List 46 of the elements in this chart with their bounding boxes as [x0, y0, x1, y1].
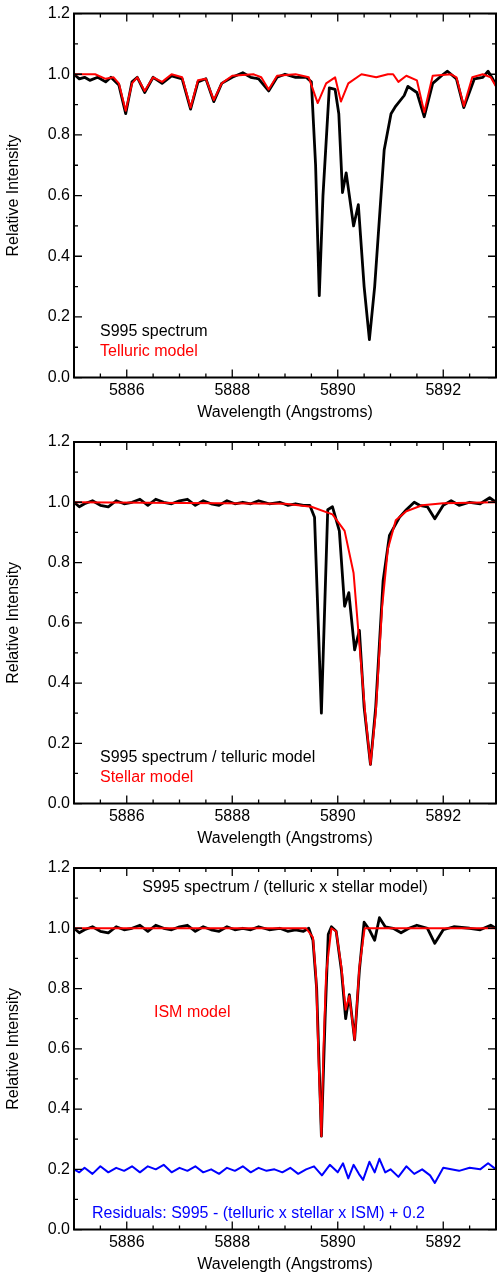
y-tick-label: 0.4 [47, 673, 71, 691]
series-label: Residuals: S995 - (telluric x stellar x ISM) + 0.2 [92, 1204, 426, 1222]
legend-label: S995 spectrum / (telluric x stellar model) [142, 878, 428, 896]
y-axis-title: Relative Intensity [4, 134, 22, 257]
x-tick-label: 5888 [214, 1232, 251, 1250]
text: S995 spectrum [100, 322, 208, 340]
y-tick-label: 1.2 [47, 858, 71, 876]
text: ISM model [154, 1003, 231, 1021]
x-tick-label: 5886 [108, 380, 145, 398]
x-tick-label: 5892 [425, 1232, 462, 1250]
y-tick-label: 1.2 [47, 432, 71, 450]
y-axis-title: Relative Intensity [4, 987, 22, 1110]
x-axis-title: Wavelength (Angstroms) [197, 402, 373, 420]
x-tick-label: 5888 [214, 806, 251, 824]
y-axis-title: Relative Intensity [4, 561, 22, 684]
x-axis-title: Wavelength (Angstroms) [197, 1254, 373, 1272]
x-tick-label: 5886 [108, 806, 145, 824]
y-tick-label: 0.2 [47, 733, 71, 751]
y-tick-label: 1.0 [47, 918, 71, 936]
y-tick-label: 0.6 [47, 613, 71, 631]
y-tick-label: 0.2 [47, 307, 71, 325]
y-tick-label: 0.8 [47, 552, 71, 570]
x-tick-label: 5892 [425, 380, 462, 398]
x-tick-label: 5892 [425, 806, 462, 824]
y-tick-label: 0.6 [47, 1039, 71, 1057]
y-tick-label: 0.8 [47, 978, 71, 996]
y-tick-label: 1.2 [47, 4, 71, 22]
text: Stellar model [100, 768, 194, 786]
y-tick-label: 0.4 [47, 246, 71, 264]
x-tick-label: 5890 [319, 380, 356, 398]
y-tick-label: 0.2 [47, 1159, 71, 1177]
text: S995 spectrum / telluric model [100, 748, 316, 766]
y-tick-label: 0.4 [47, 1099, 71, 1117]
x-tick-label: 5890 [319, 806, 356, 824]
y-tick-label: 0.6 [47, 186, 71, 204]
y-tick-label: 0.0 [47, 794, 71, 812]
y-tick-label: 0.0 [47, 368, 71, 386]
x-axis-title: Wavelength (Angstroms) [197, 828, 373, 846]
text: Telluric model [100, 342, 198, 360]
y-tick-label: 0.8 [47, 125, 71, 143]
x-tick-label: 5886 [108, 1232, 145, 1250]
x-tick-label: 5888 [214, 380, 251, 398]
y-tick-label: 0.0 [47, 1220, 71, 1238]
y-tick-label: 1.0 [47, 64, 71, 82]
x-tick-label: 5890 [319, 1232, 356, 1250]
y-tick-label: 1.0 [47, 492, 71, 510]
